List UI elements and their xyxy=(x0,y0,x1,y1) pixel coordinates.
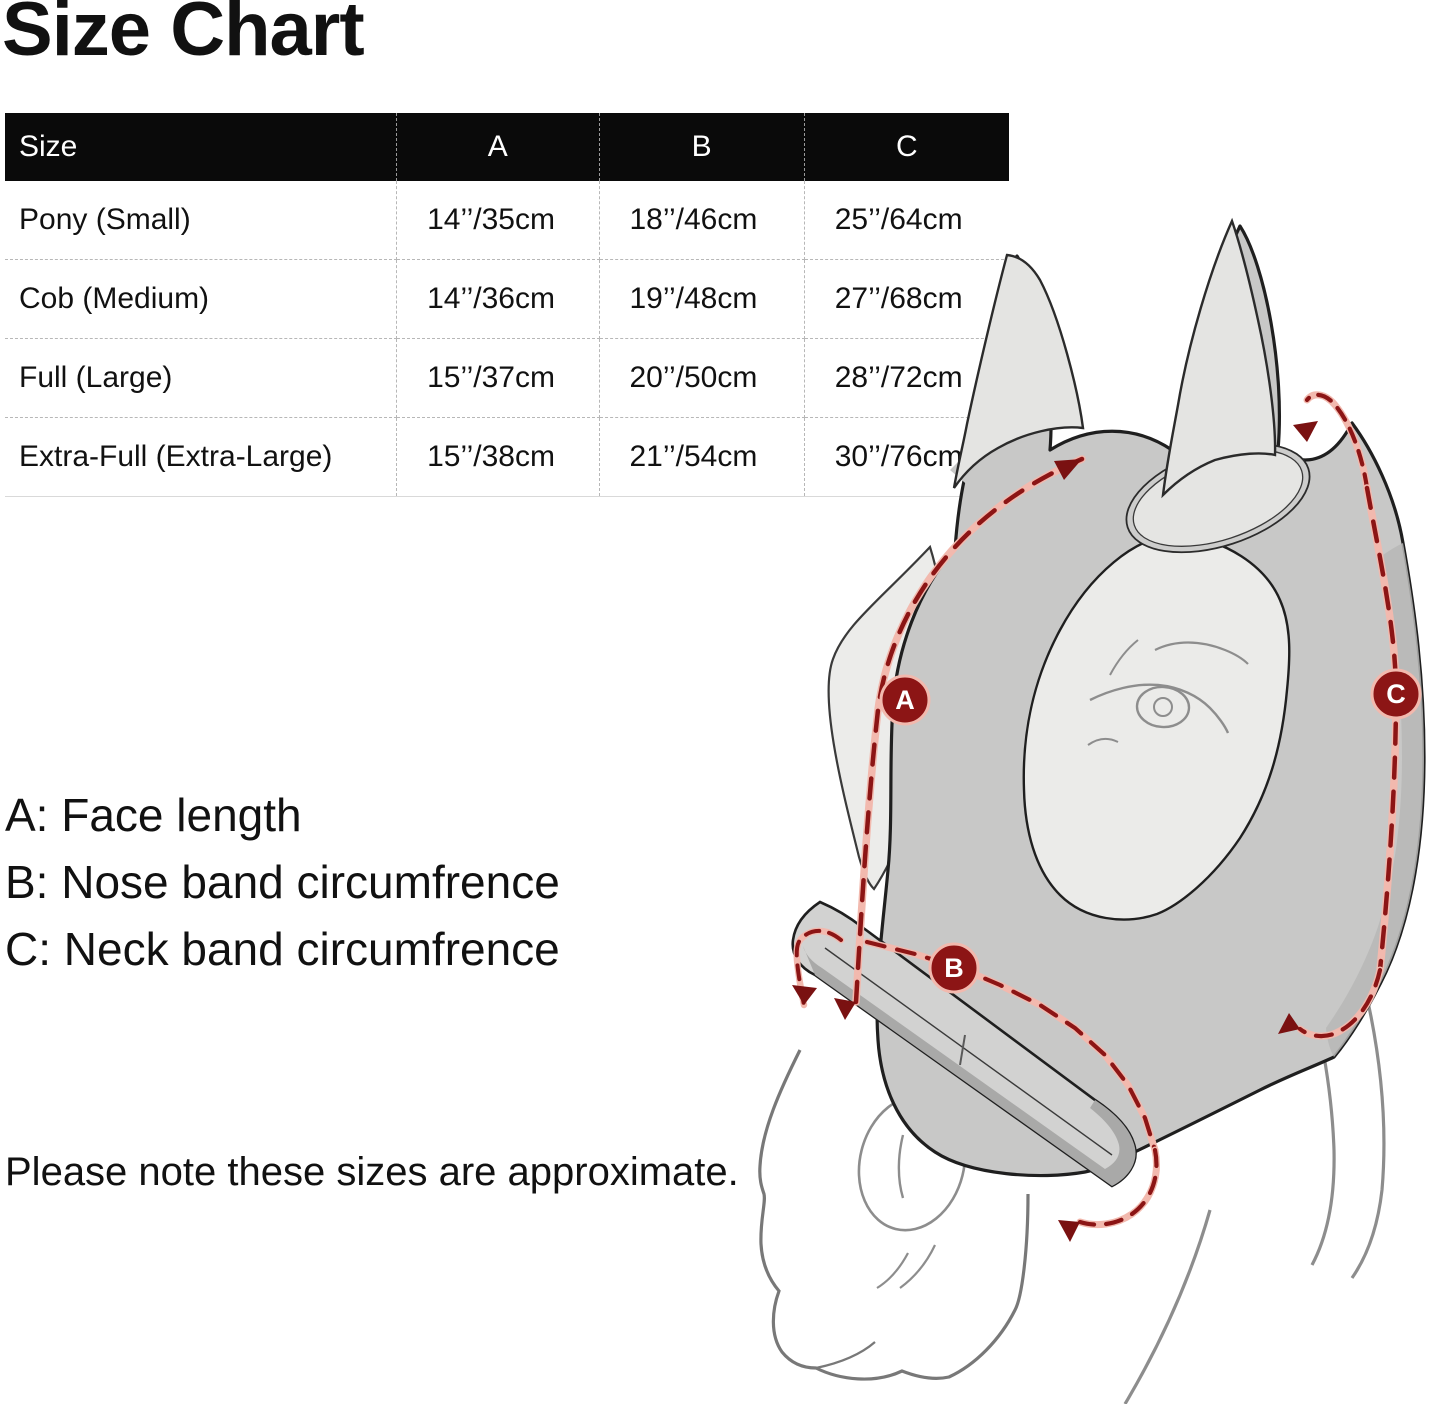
svg-text:C: C xyxy=(1386,679,1406,709)
svg-text:B: B xyxy=(944,953,964,983)
svg-text:A: A xyxy=(895,685,915,715)
